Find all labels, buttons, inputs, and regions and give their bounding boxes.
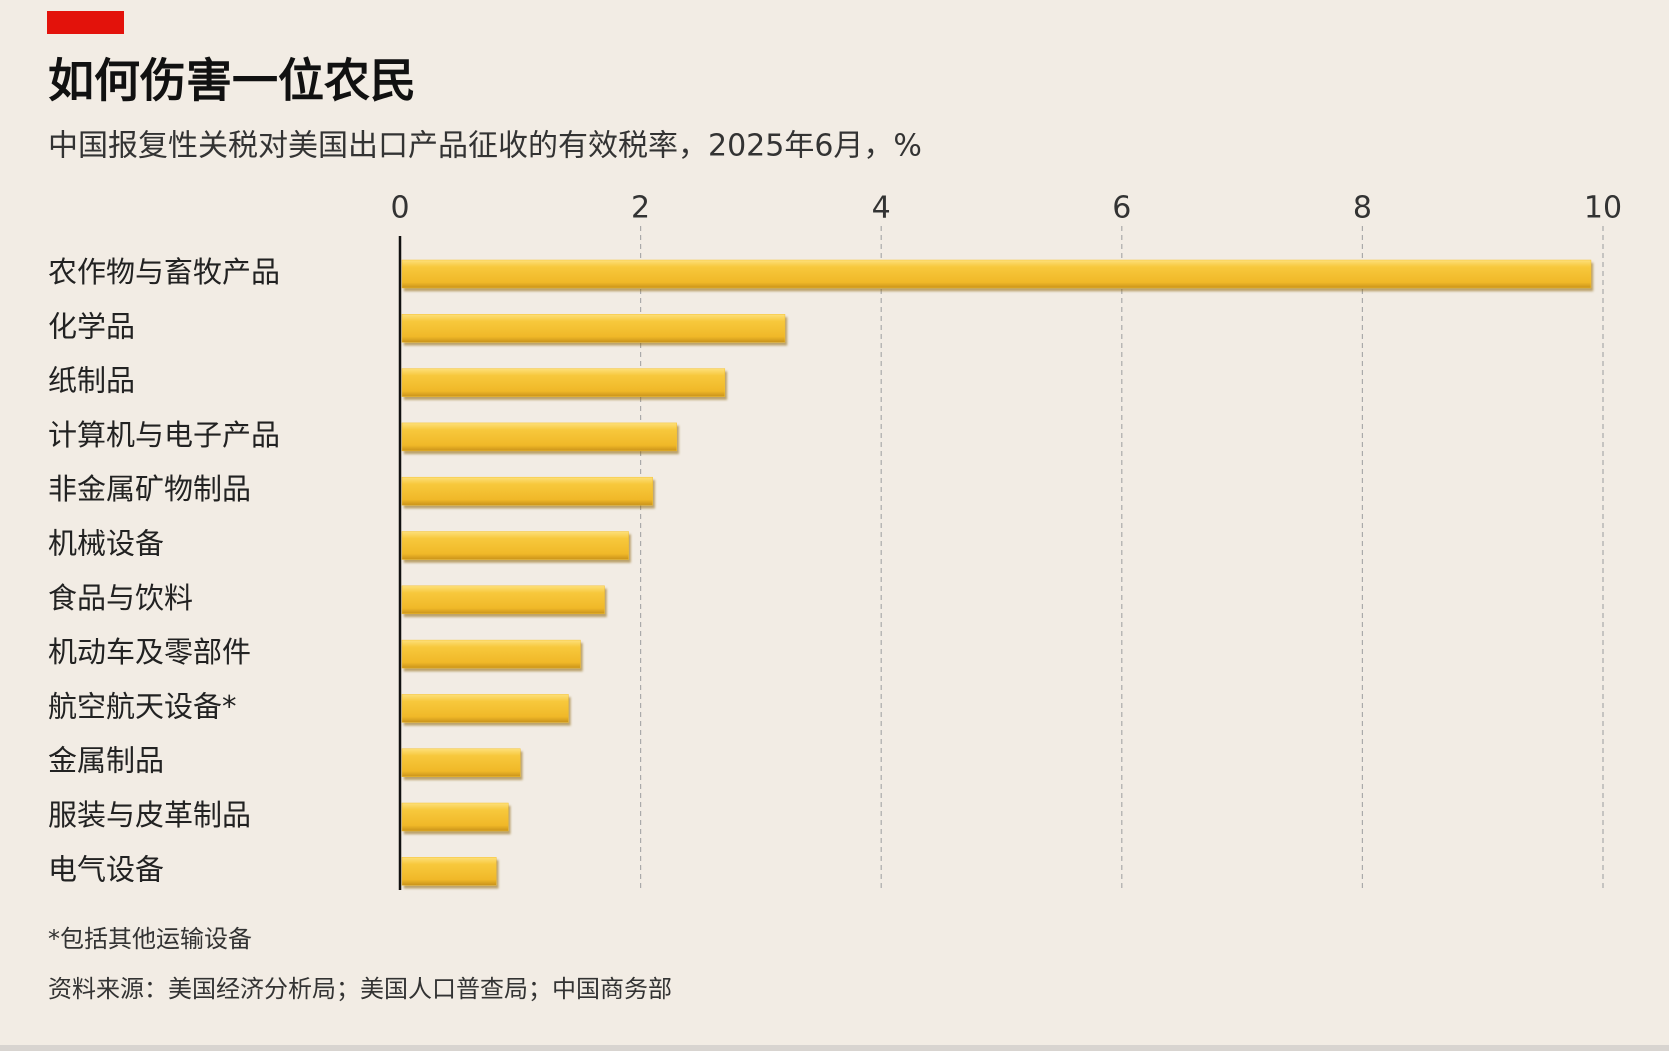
y-tick-label: 计算机与电子产品	[48, 418, 280, 452]
bar	[401, 857, 497, 886]
x-tick-label: 4	[872, 191, 891, 226]
bar	[401, 368, 726, 397]
bar	[401, 422, 677, 452]
bottom-edge	[0, 1045, 1669, 1051]
y-tick-label: 纸制品	[48, 364, 135, 398]
x-tick-label: 0	[390, 191, 409, 226]
bar	[401, 259, 1592, 289]
y-tick-label: 农作物与畜牧产品	[48, 255, 280, 289]
y-tick-label: 金属制品	[48, 744, 164, 778]
bar	[401, 639, 581, 669]
x-tick-label: 6	[1112, 191, 1131, 226]
y-tick-label: 化学品	[48, 309, 135, 343]
bar	[401, 585, 605, 615]
y-tick-label: 航空航天设备*	[48, 689, 237, 723]
bar	[401, 748, 521, 777]
red-tag	[47, 11, 124, 34]
bar	[401, 476, 653, 506]
x-tick-label: 10	[1584, 191, 1622, 226]
bar	[401, 694, 569, 723]
y-tick-label: 服装与皮革制品	[48, 798, 251, 832]
chart-title: 如何伤害一位农民	[48, 54, 416, 108]
y-tick-label: 非金属矿物制品	[48, 472, 251, 506]
y-tick-label: 机械设备	[48, 527, 164, 561]
bar	[401, 802, 509, 832]
chart-subtitle: 中国报复性关税对美国出口产品征收的有效税率，2025年6月，%	[48, 129, 922, 164]
y-tick-label: 机动车及零部件	[48, 635, 251, 669]
bar	[401, 314, 786, 343]
bar	[401, 531, 629, 560]
footnote: *包括其他运输设备	[48, 925, 252, 953]
y-tick-label: 食品与饮料	[48, 581, 193, 615]
y-tick-label: 电气设备	[48, 852, 164, 886]
x-tick-label: 8	[1353, 191, 1372, 226]
x-tick-label: 2	[631, 191, 650, 226]
source: 资料来源：美国经济分析局；美国人口普查局；中国商务部	[48, 975, 672, 1003]
